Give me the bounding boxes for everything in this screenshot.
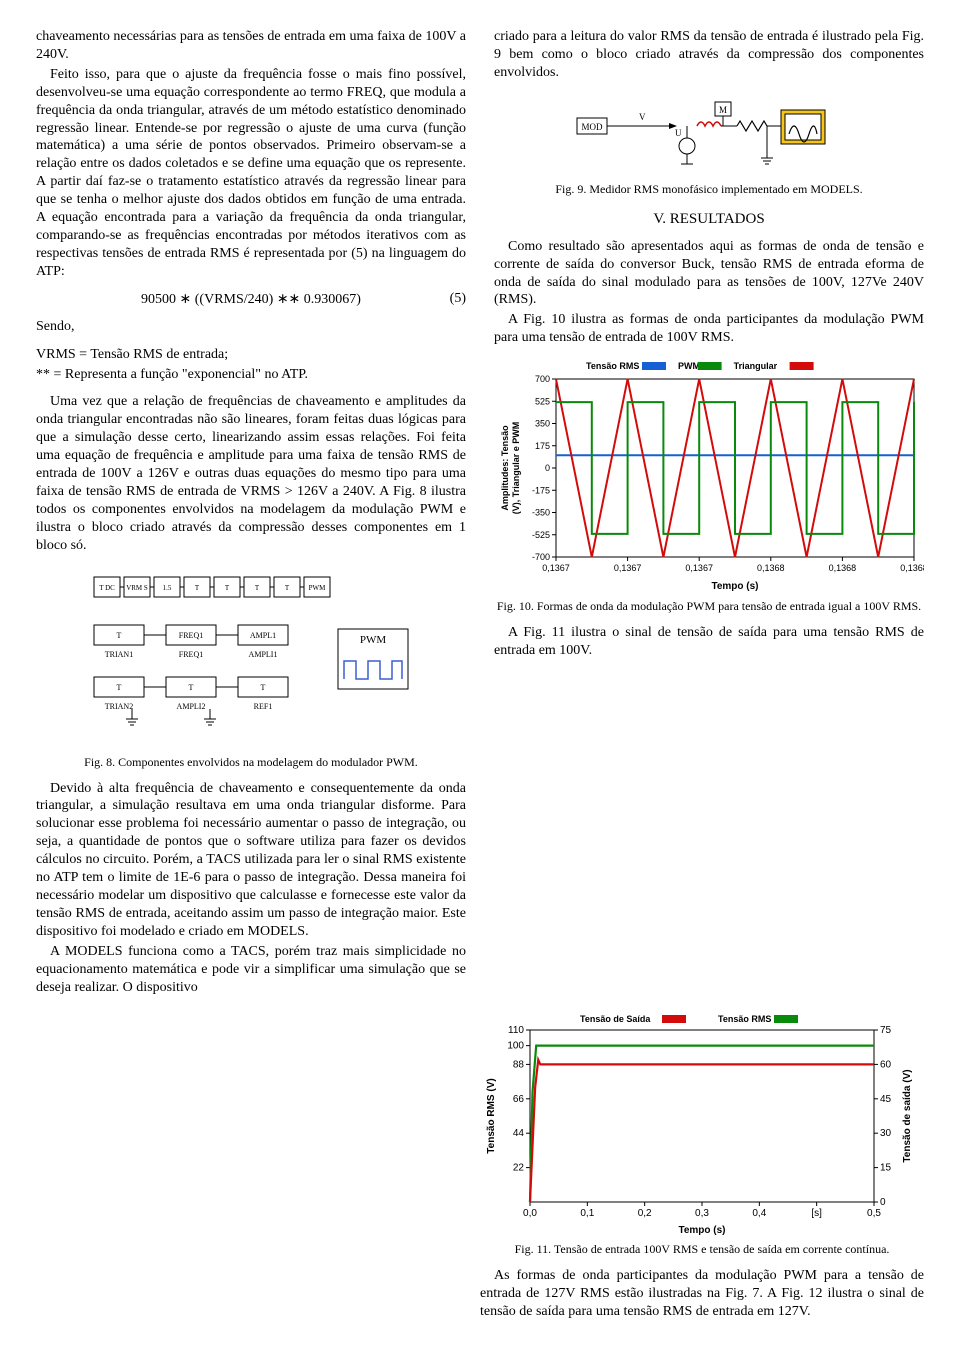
svg-text:0,2: 0,2 [638,1208,652,1219]
section-title: V. RESULTADOS [494,211,924,228]
svg-text:M: M [719,105,727,115]
fig10-chart: -700 -525 -350 -175 0 175 350 525 700 0,1367 0,136… [494,353,924,593]
svg-text:525: 525 [535,396,550,406]
svg-text:175: 175 [535,441,550,451]
svg-text:FREQ1: FREQ1 [179,631,203,640]
svg-text:0,1367: 0,1367 [614,563,642,573]
svg-text:REF1: REF1 [254,702,273,711]
svg-text:0,5: 0,5 [867,1208,881,1219]
svg-text:0,1368: 0,1368 [757,563,785,573]
svg-text:-350: -350 [532,508,550,518]
equation-body: 90500 ∗ ((VRMS/240) ∗∗ 0.930067) [141,291,361,308]
svg-text:PWM: PWM [678,361,700,371]
svg-text:Tensão de saída (V): Tensão de saída (V) [902,1070,913,1163]
svg-text:PWM: PWM [360,634,387,646]
svg-text:AMPL1: AMPL1 [250,631,276,640]
svg-text:PWM: PWM [309,584,327,592]
para: A Fig. 10 ilustra as formas de onda part… [494,311,924,347]
svg-text:-175: -175 [532,485,550,495]
left-column: chaveamento necessárias para as tensões … [36,28,466,998]
fig10-caption: Fig. 10. Formas de onda da modulação PWM… [494,599,924,614]
svg-text:T: T [189,683,194,692]
svg-text:22: 22 [513,1163,525,1174]
svg-text:VRM S: VRM S [126,584,148,592]
fig9-diagram: MOD V U M [494,96,924,176]
para-exp: ** = Representa a função "exponencial" n… [36,366,466,384]
para: Uma vez que a relação de frequências de … [36,393,466,554]
svg-text:45: 45 [880,1094,892,1105]
svg-text:T: T [195,584,200,592]
para-sendo: Sendo, [36,318,466,336]
svg-text:T DC: T DC [99,584,115,592]
para: Como resultado são apresentados aqui as … [494,238,924,310]
para: Devido à alta frequência de chaveamento … [36,780,466,941]
fig11-caption: Fig. 11. Tensão de entrada 100V RMS e te… [480,1242,924,1257]
svg-text:-700: -700 [532,552,550,562]
svg-text:T: T [225,584,230,592]
svg-text:0,1367: 0,1367 [685,563,713,573]
svg-text:0,1368: 0,1368 [900,563,924,573]
para: As formas de onda participantes da modul… [480,1267,924,1321]
svg-text:110: 110 [508,1025,524,1036]
svg-text:1.5: 1.5 [163,584,172,592]
right-column: criado para a leitura do valor RMS da te… [494,28,924,998]
svg-text:Tempo (s): Tempo (s) [678,1225,725,1236]
para: criado para a leitura do valor RMS da te… [494,28,924,82]
svg-text:0: 0 [545,463,550,473]
svg-text:Tensão RMS (V): Tensão RMS (V) [486,1079,497,1154]
svg-text:75: 75 [880,1025,892,1036]
fig11-chart: 22 44 66 88 100 110 0 15 30 45 60 75 0,0 0,1 0,2 0,3 0,4… [480,1006,924,1236]
svg-text:T: T [285,584,290,592]
svg-text:Triangular: Triangular [734,361,778,371]
svg-text:AMPLI2: AMPLI2 [177,702,206,711]
svg-text:Amplitudes: Tensão(V), Triangu: Amplitudes: Tensão(V), Triangular e PWM [500,422,521,515]
svg-text:0: 0 [880,1197,886,1208]
svg-text:T: T [117,631,122,640]
svg-text:0,4: 0,4 [752,1208,766,1219]
svg-text:0,3: 0,3 [695,1208,709,1219]
svg-text:TRIAN2: TRIAN2 [105,702,133,711]
svg-text:0,1368: 0,1368 [829,563,857,573]
svg-text:0,1367: 0,1367 [542,563,570,573]
para: A Fig. 11 ilustra o sinal de tensão de s… [494,624,924,660]
fig9-caption: Fig. 9. Medidor RMS monofásico implement… [494,182,924,197]
fig8-diagram: T DC VRM S 1.5 T T T T PWM T TRIAN1 FREQ1 FREQ1 AMP… [36,569,466,749]
svg-text:44: 44 [513,1129,525,1140]
svg-text:T: T [261,683,266,692]
svg-text:V: V [639,112,646,122]
svg-text:MOD: MOD [581,122,603,132]
svg-text:350: 350 [535,419,550,429]
svg-text:TRIAN1: TRIAN1 [105,650,133,659]
para: Feito isso, para que o ajuste da frequên… [36,66,466,281]
svg-text:Tensão RMS: Tensão RMS [586,361,639,371]
svg-text:100: 100 [507,1041,524,1052]
equation-number: (5) [450,291,466,307]
equation-5: 90500 ∗ ((VRMS/240) ∗∗ 0.930067) (5) [36,291,466,308]
svg-text:T: T [117,683,122,692]
svg-text:FREQ1: FREQ1 [179,650,203,659]
svg-text:66: 66 [513,1094,525,1105]
svg-text:700: 700 [535,374,550,384]
svg-text:88: 88 [513,1060,525,1071]
svg-text:60: 60 [880,1060,892,1071]
svg-text:30: 30 [880,1129,892,1140]
svg-text:15: 15 [880,1163,892,1174]
svg-text:Tempo (s): Tempo (s) [711,581,758,592]
svg-text:Tensão de Saída: Tensão de Saída [580,1014,651,1024]
svg-text:U: U [675,128,682,138]
svg-text:T: T [255,584,260,592]
para: chaveamento necessárias para as tensões … [36,28,466,64]
para: A MODELS funciona como a TACS, porém tra… [36,943,466,997]
svg-text:[s]: [s] [811,1208,822,1219]
para-vrms: VRMS = Tensão RMS de entrada; [36,346,466,364]
svg-text:0,1: 0,1 [580,1208,594,1219]
svg-text:-525: -525 [532,530,550,540]
fig8-caption: Fig. 8. Componentes envolvidos na modela… [36,755,466,770]
svg-text:AMPLI1: AMPLI1 [249,650,278,659]
svg-text:0,0: 0,0 [523,1208,537,1219]
svg-text:Tensão RMS: Tensão RMS [718,1014,771,1024]
